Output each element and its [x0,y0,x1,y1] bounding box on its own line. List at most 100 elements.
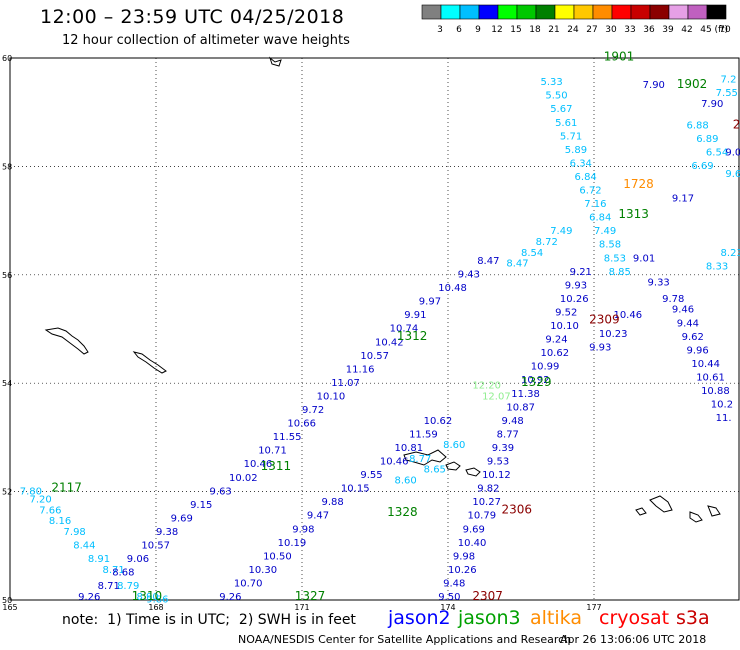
wave-height-label: 8.68 [112,568,134,579]
wave-height-label: 8.33 [706,261,728,272]
wave-height-label: 10.46 [244,459,273,470]
longitude-label: 177 [586,603,601,612]
wave-height-label: 8.47 [477,256,499,267]
wave-height-label: 10.57 [141,541,170,552]
legend-jason3: jason3 [458,607,521,629]
wave-height-label: 7.98 [64,527,86,538]
wave-height-label: 9.44 [677,318,699,329]
wave-height-label: 9.96 [686,345,708,356]
wave-height-label: 11.16 [346,364,375,375]
wave-height-label: 10.46 [613,310,642,321]
pass-time-label: 1728 [623,177,654,191]
pass-time-label: 1311 [261,459,292,473]
wave-height-label: 10.2 [711,400,733,411]
colorbar-legend: 3 6 9 12 15 18 21 24 27 30 33 36 39 42 45 70(ft) [421,4,731,35]
wave-height-label: 9.97 [419,297,441,308]
wave-height-label: 8.58 [599,240,621,251]
latitude-label: 52 [2,488,12,497]
wave-height-label: 9.78 [662,294,684,305]
wave-height-label: 10.23 [599,329,628,340]
pass-time-label: 1902 [677,77,708,91]
pass-time-label: 1310 [132,589,163,603]
wave-height-label: 10.74 [390,324,419,335]
wave-height-label: 8.60 [394,475,416,486]
wave-height-label: 5.89 [565,145,587,156]
pass-time-label: 1327 [295,589,326,603]
colorbar-tick-label: 18 [529,25,541,35]
legend-jason2: jason2 [388,607,451,629]
pass-time-label: 1328 [387,505,418,519]
longitude-label: 174 [440,603,455,612]
wave-height-label: 11.07 [331,378,360,389]
wave-height-label: 8.77 [409,454,431,465]
wave-height-label: 10.61 [696,372,725,383]
wave-height-label: 9.52 [555,307,577,318]
wave-height-label: 9.98 [292,524,314,535]
pass-time-label: 23 [733,117,740,131]
pass-time-label: 1312 [397,329,428,343]
wave-height-label: 10.62 [424,416,453,427]
wave-height-label: 10.79 [467,511,496,522]
wave-height-label: 7.55 [716,88,738,99]
wave-height-label: 7.49 [594,226,616,237]
wave-height-label: 5.67 [550,104,572,115]
page-subtitle: 12 hour collection of altimeter wave hei… [62,33,350,48]
wave-height-label: 8.60 [443,440,465,451]
timestamp: Apr 26 13:06:06 UTC 2018 [560,633,707,646]
wave-height-label: 6.69 [691,161,713,172]
wave-height-label: 10.26 [560,294,589,305]
wave-height-label: 8.85 [609,267,631,278]
longitude-label: 171 [294,603,309,612]
wave-height-label: 6.72 [579,186,601,197]
pass-time-label: 2309 [589,313,620,327]
wave-height-label: 10.66 [287,419,316,430]
wave-height-label: 8.77 [497,429,519,440]
colorbar-tick-label: 36 [643,25,655,35]
wave-height-label: 9.93 [565,280,587,291]
wave-height-label: 9.26 [78,592,100,603]
wave-height-label: 10.10 [317,391,346,402]
legend-cryosat: cryosat [599,607,670,629]
latitude-label: 54 [2,379,12,388]
wave-height-label: 10.81 [394,443,423,454]
wave-height-label: 7.80 [20,486,42,497]
wave-height-label: 8.23 [721,248,740,259]
legend-s3a: s3a [676,607,710,629]
wave-height-label: 9.48 [502,416,524,427]
pass-time-label: 2117 [51,481,82,495]
wave-height-label: 9.21 [570,267,592,278]
wave-height-label: 9.86 [146,595,168,606]
wave-height-label: 10.48 [438,283,467,294]
island-coastline [635,507,647,516]
wave-height-label: 8.44 [73,541,95,552]
wave-height-label: 12.20 [472,381,501,392]
wave-height-label: 6.88 [686,120,708,131]
wave-height-label: 10.42 [375,337,404,348]
wave-height-label: 9.01 [633,253,655,264]
wave-height-label: 6.89 [696,134,718,145]
wave-height-label: 11. [716,413,732,424]
wave-height-label: 9.39 [492,443,514,454]
colorbar-tick-label: 15 [510,25,521,35]
legend-altika: altika [530,607,582,629]
wave-height-label: 10.15 [341,484,370,495]
wave-height-label: 9.53 [487,457,509,468]
wave-height-label: 10.27 [472,497,501,508]
wave-height-label: 5.71 [560,131,582,142]
wave-height-label: 7.20 [29,494,51,505]
wave-height-label: 9.88 [321,497,343,508]
colorbar-tick-label: 21 [548,25,559,35]
wave-height-label: 9.46 [672,305,694,316]
credit-text: NOAA/NESDIS Center for Satellite Applica… [238,633,572,646]
wave-height-label: 10.10 [550,321,579,332]
wave-height-label: 7.49 [550,226,572,237]
wave-height-label: 8.79 [117,581,139,592]
wave-height-label: 10.71 [258,446,287,457]
wave-height-label: 10.46 [380,457,409,468]
wave-height-label: 10.40 [458,538,487,549]
island-coastline [44,327,89,355]
wave-height-label: 5.50 [545,91,567,102]
pass-time-label: 2307 [472,589,503,603]
wave-height-label: 9.48 [443,578,465,589]
wave-height-label: 7.66 [39,505,61,516]
